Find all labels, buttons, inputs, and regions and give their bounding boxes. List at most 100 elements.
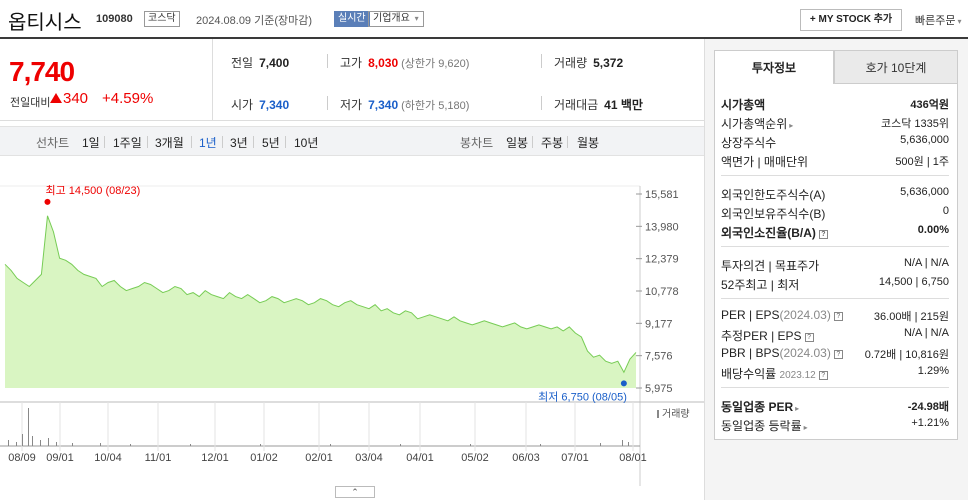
period-1y[interactable]: 1년 <box>199 136 217 150</box>
volume-bar <box>622 440 623 446</box>
x-tick-label: 06/03 <box>512 452 540 464</box>
volume-bar <box>260 444 261 446</box>
stock-header: 옵티시스 109080 코스닥 2024.08.09 기준(장마감) 실시간 기… <box>0 0 968 38</box>
rank-row[interactable]: 시가총액순위 ▸ 코스닥 1335위 <box>721 117 949 131</box>
trade-amount: 거래대금 41 백만 <box>554 98 643 112</box>
period-3m[interactable]: 3개월 <box>155 136 184 150</box>
y-tick-label: 10,778 <box>645 286 679 298</box>
price-change: 340 <box>50 90 88 107</box>
candle-monthly[interactable]: 월봉 <box>577 136 600 150</box>
shares-row: 상장주식수 5,636,000 <box>721 134 949 150</box>
help-icon[interactable]: ? <box>833 350 843 359</box>
foreign-limit-row: 외국인한도주식수(A) 5,636,000 <box>721 186 949 202</box>
period-3y[interactable]: 3년 <box>230 136 248 150</box>
tab-investment-info[interactable]: 투자정보 <box>714 50 834 84</box>
help-icon[interactable]: ? <box>804 333 814 342</box>
volume-bar <box>470 444 471 446</box>
add-my-stock-button[interactable]: + MY STOCK 추가 <box>800 9 902 31</box>
price-chart[interactable]: 15,58113,98012,37910,7789,1777,5765,975 … <box>0 156 704 500</box>
market-badge: 코스닥 <box>144 11 180 27</box>
x-tick-label: 04/01 <box>406 452 434 464</box>
tab-order-book[interactable]: 호가 10단계 <box>834 50 958 84</box>
x-tick-label: 07/01 <box>561 452 589 464</box>
volume-bar <box>40 440 41 446</box>
change-label: 전일대비 <box>10 97 51 109</box>
foreign-hold-row: 외국인보유주식수(B) 0 <box>721 205 949 221</box>
x-tick-label: 11/01 <box>145 452 172 464</box>
help-icon[interactable]: ? <box>818 230 828 239</box>
period-1w[interactable]: 1주일 <box>113 136 142 150</box>
volume-bar <box>190 444 191 446</box>
x-tick-label: 09/01 <box>46 452 74 464</box>
industry-per-row[interactable]: 동일업종 PER ▸ -24.98배 <box>721 400 949 414</box>
volume-bar <box>330 444 331 446</box>
x-tick-label: 12/01 <box>201 452 229 464</box>
chevron-right-icon: ▸ <box>795 404 800 413</box>
x-tick-label: 02/01 <box>305 452 333 464</box>
company-info-dropdown[interactable]: 기업개요 ▾ <box>368 11 424 27</box>
low-price: 저가 7,340 (하한가 5,180) <box>340 98 470 112</box>
chevron-right-icon: ▸ <box>789 121 794 130</box>
y-tick-label: 15,581 <box>645 189 679 201</box>
high-marker <box>44 198 51 205</box>
dividend-row: 배당수익률 2023.12? 1.29% <box>721 365 949 381</box>
est-per-row: 추정PER | EPS? N/A | N/A <box>721 327 949 343</box>
x-tick-label: 10/04 <box>94 452 122 464</box>
volume-bar <box>56 442 57 446</box>
y-tick-label: 12,379 <box>645 254 679 266</box>
opinion-row: 투자의견 | 목표주가 N/A | N/A <box>721 257 949 273</box>
period-1d[interactable]: 1일 <box>82 136 100 150</box>
quick-order-dropdown[interactable]: 빠른주문 ▾ <box>915 15 962 27</box>
help-icon[interactable]: ? <box>818 371 828 380</box>
chevron-down-icon: ▾ <box>957 17 962 26</box>
par-row: 액면가 | 매매단위 500원 | 1주 <box>721 155 949 169</box>
prev-close: 전일 7,400 <box>231 56 290 70</box>
foreign-ratio-row: 외국인소진율(B/A)? 0.00% <box>721 224 949 240</box>
per-row: PER | EPS(2024.03)? 36.00배 | 215원 <box>721 308 949 323</box>
industry-rate-row[interactable]: 동일업종 등락률 ▸ +1.21% <box>721 417 949 433</box>
realtime-button[interactable]: 실시간 <box>334 11 370 27</box>
y-tick-label: 5,975 <box>645 383 673 395</box>
chart-collapse-handle[interactable]: ⌃ <box>335 486 375 498</box>
open-price: 시가 7,340 <box>231 98 290 112</box>
volume-bar <box>600 443 601 446</box>
high-annotation: 최고 14,500 (08/23) <box>45 184 140 197</box>
volume-legend: 거래량 <box>662 408 690 420</box>
candle-daily[interactable]: 일봉 <box>506 136 529 150</box>
volume-bar <box>540 444 541 446</box>
side-tabs: 투자정보 호가 10단계 <box>714 50 958 84</box>
market-cap-row: 시가총액 436억원 <box>721 98 949 112</box>
pbr-row: PBR | BPS(2024.03)? 0.72배 | 10,816원 <box>721 346 949 361</box>
investment-info-table: 시가총액 436억원 시가총액순위 ▸ 코스닥 1335위 상장주식수 5,636,00… <box>714 84 958 440</box>
price-box <box>0 39 212 121</box>
volume-bar <box>100 443 101 446</box>
volume: 거래량 5,372 <box>554 56 624 70</box>
volume-legend-marker <box>657 410 659 418</box>
period-5y[interactable]: 5년 <box>262 136 280 150</box>
help-icon[interactable]: ? <box>833 312 843 321</box>
x-tick-label: 01/02 <box>250 452 278 464</box>
price-area-fill <box>5 215 636 388</box>
x-tick-label: 08/01 <box>619 452 647 464</box>
chevron-down-icon: ▾ <box>414 14 419 23</box>
week52-row: 52주최고 | 최저 14,500 | 6,750 <box>721 276 949 292</box>
up-triangle-icon <box>50 93 62 103</box>
chart-period-bar: 선차트 1일 1주일 3개월 1년 3년 5년 10년 봉차트 일봉 주봉 월봉 <box>0 126 704 156</box>
price-change-pct: +4.59% <box>102 90 154 107</box>
y-tick-label: 9,177 <box>645 318 673 330</box>
header-divider <box>0 37 968 39</box>
volume-bar <box>28 408 29 446</box>
stock-name: 옵티시스 <box>8 12 82 34</box>
x-tick-label: 03/04 <box>355 452 383 464</box>
low-marker <box>620 380 627 387</box>
volume-bar <box>22 434 23 446</box>
volume-bar <box>628 442 629 446</box>
high-price: 고가 8,030 (상한가 9,620) <box>340 56 470 70</box>
x-tick-label: 05/02 <box>461 452 489 464</box>
period-10y[interactable]: 10년 <box>294 136 319 150</box>
y-tick-label: 7,576 <box>645 351 673 363</box>
candle-weekly[interactable]: 주봉 <box>541 136 564 150</box>
stock-code: 109080 <box>96 13 133 25</box>
price-line <box>4 215 637 374</box>
low-annotation: 최저 6,750 (08/05) <box>538 390 627 403</box>
